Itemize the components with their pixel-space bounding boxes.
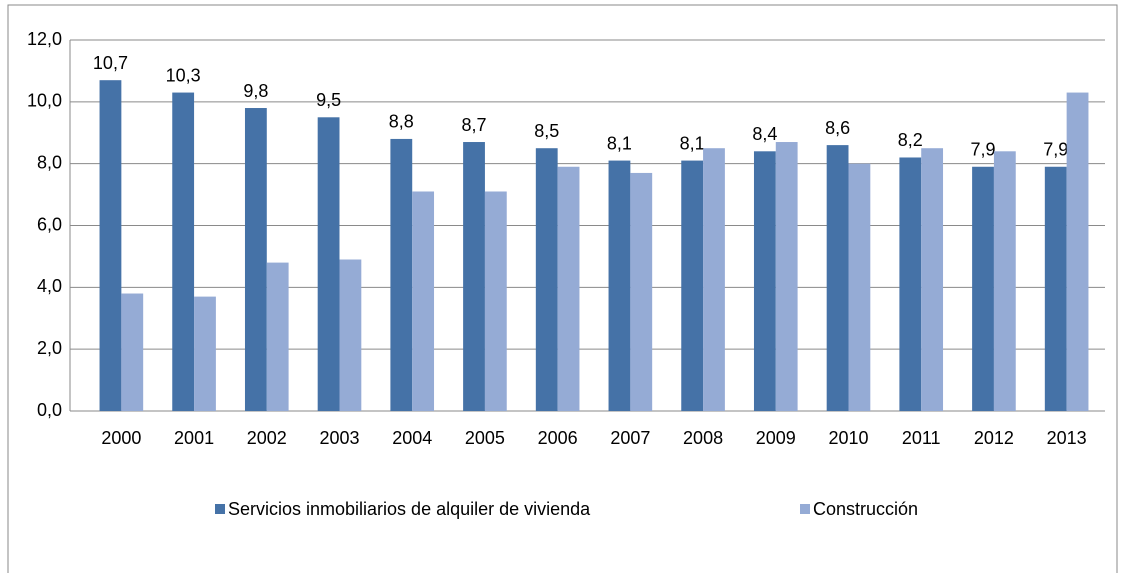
data-label: 8,8 — [389, 112, 414, 132]
bar — [899, 157, 922, 411]
y-tick-label: 12,0 — [27, 29, 62, 49]
bar — [121, 293, 144, 411]
data-label: 8,6 — [825, 118, 850, 138]
bar — [194, 296, 216, 411]
legend-swatch — [800, 504, 810, 514]
data-label: 8,4 — [752, 124, 777, 144]
bar — [317, 117, 340, 412]
bar — [826, 145, 849, 411]
data-label: 9,5 — [316, 90, 341, 110]
y-tick-label: 4,0 — [37, 276, 62, 296]
bar — [972, 166, 994, 411]
data-label: 7,9 — [1043, 140, 1068, 160]
data-label: 10,3 — [166, 65, 201, 85]
data-label: 8,1 — [680, 133, 705, 153]
x-tick-label: 2008 — [683, 428, 723, 448]
data-label: 8,7 — [462, 115, 487, 135]
data-label: 10,7 — [93, 53, 128, 73]
data-label: 9,8 — [243, 81, 268, 101]
bar — [630, 172, 653, 411]
bar — [172, 92, 195, 411]
y-tick-label: 6,0 — [37, 214, 62, 234]
x-tick-label: 2009 — [756, 428, 796, 448]
x-tick-label: 2007 — [610, 428, 650, 448]
bar — [535, 148, 558, 412]
bar — [1066, 92, 1089, 411]
x-tick-label: 2002 — [247, 428, 287, 448]
x-tick-label: 2004 — [392, 428, 432, 448]
bar — [775, 142, 798, 411]
y-tick-label: 0,0 — [37, 400, 62, 420]
x-tick-label: 2001 — [174, 428, 214, 448]
x-tick-label: 2013 — [1047, 428, 1087, 448]
chart-border — [7, 4, 1118, 573]
bar — [608, 160, 631, 411]
y-tick-label: 8,0 — [37, 152, 62, 172]
x-tick-label: 2011 — [902, 428, 941, 448]
x-tick-label: 2005 — [465, 428, 505, 448]
bar — [339, 259, 362, 411]
bar — [99, 80, 122, 412]
x-tick-label: 2006 — [538, 428, 578, 448]
bar — [848, 163, 871, 411]
x-tick-label: 2000 — [101, 428, 141, 448]
legend-label: Construcción — [813, 499, 918, 519]
bar — [993, 151, 1016, 412]
bar — [244, 108, 267, 412]
bar — [753, 151, 776, 412]
data-label: 8,1 — [607, 133, 632, 153]
bar — [390, 138, 413, 411]
bar — [266, 262, 289, 411]
data-label: 7,9 — [971, 140, 996, 160]
y-tick-label: 2,0 — [37, 338, 62, 358]
legend-label: Servicios inmobiliarios de alquiler de v… — [228, 499, 591, 519]
y-tick-label: 10,0 — [27, 91, 62, 111]
x-tick-label: 2003 — [319, 428, 359, 448]
bar — [703, 148, 725, 412]
bar — [463, 142, 485, 411]
x-tick-label: 2012 — [974, 428, 1014, 448]
legend-swatch — [215, 504, 225, 514]
bar — [484, 191, 507, 411]
bar — [1044, 166, 1067, 411]
data-label: 8,5 — [534, 121, 559, 141]
bar — [921, 148, 944, 412]
bar — [681, 160, 704, 411]
x-tick-label: 2010 — [828, 428, 868, 448]
bar — [557, 166, 580, 411]
bar — [412, 191, 435, 411]
data-label: 8,2 — [898, 130, 923, 150]
